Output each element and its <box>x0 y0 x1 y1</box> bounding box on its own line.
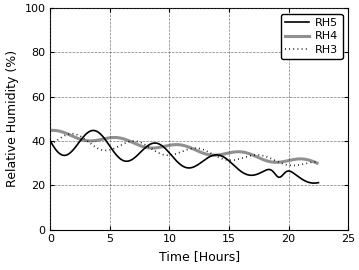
RH3 <box>282 163 286 166</box>
RH4 <box>282 160 286 163</box>
RH3 <box>79 135 83 138</box>
RH3 <box>95 146 99 150</box>
RH5 <box>311 181 316 185</box>
X-axis label: Time [Hours]: Time [Hours] <box>159 250 240 263</box>
RH5 <box>282 172 286 175</box>
Line: RH3: RH3 <box>50 134 318 166</box>
RH5 <box>312 181 316 185</box>
RH4 <box>79 138 83 141</box>
RH3 <box>163 153 167 157</box>
RH4 <box>163 145 167 148</box>
Legend: RH5, RH4, RH3: RH5, RH4, RH3 <box>280 14 343 59</box>
RH4 <box>151 146 155 150</box>
RH4 <box>48 129 52 132</box>
RH4 <box>95 139 99 142</box>
RH5 <box>79 138 83 141</box>
RH3 <box>316 160 321 163</box>
RH4 <box>50 129 55 132</box>
RH4 <box>311 160 316 163</box>
RH5 <box>91 129 95 132</box>
Y-axis label: Relative Humidity (%): Relative Humidity (%) <box>6 50 19 187</box>
RH4 <box>316 162 321 166</box>
RH5 <box>163 146 167 150</box>
RH5 <box>48 139 52 143</box>
RH3 <box>311 160 316 164</box>
RH5 <box>151 141 155 145</box>
RH5 <box>316 181 321 184</box>
Line: RH5: RH5 <box>50 130 318 183</box>
RH3 <box>151 148 155 151</box>
RH3 <box>291 164 295 167</box>
Line: RH4: RH4 <box>50 130 318 164</box>
RH3 <box>70 132 74 135</box>
RH5 <box>95 130 99 133</box>
RH3 <box>48 143 52 146</box>
